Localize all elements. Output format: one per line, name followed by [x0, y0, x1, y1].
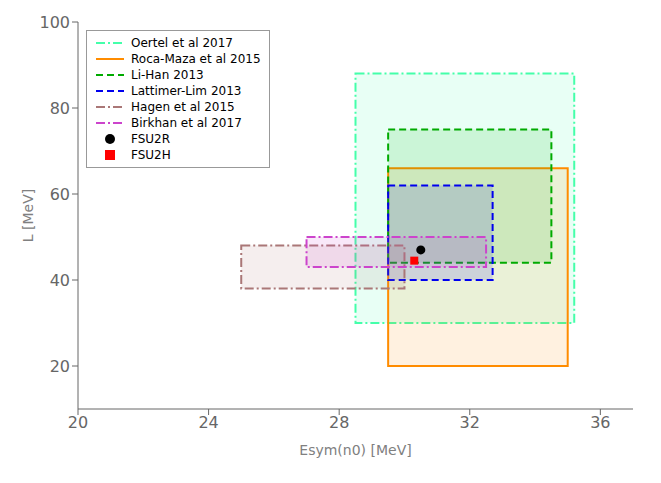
html-text:Hagen et al 2015: Hagen et al 2015	[131, 100, 235, 114]
html-text:Oertel et al 2017: Oertel et al 2017	[131, 36, 233, 50]
svg-text:100: 100	[39, 13, 70, 32]
html-text:Birkhan et al 2017: Birkhan et al 2017	[131, 116, 242, 130]
html-text:FSU2H: FSU2H	[131, 148, 171, 162]
svg-text:32: 32	[460, 413, 480, 432]
html-text:FSU2R: FSU2R	[131, 132, 171, 146]
svg-text:36: 36	[590, 413, 610, 432]
svg-text:Esym(n0) [MeV]: Esym(n0) [MeV]	[299, 442, 411, 458]
svg-text:20: 20	[50, 357, 70, 376]
svg-text:80: 80	[50, 99, 70, 118]
svg-text:60: 60	[50, 185, 70, 204]
svg-text:24: 24	[198, 413, 218, 432]
svg-text:28: 28	[329, 413, 349, 432]
svg-text:20: 20	[68, 413, 88, 432]
svg-text:L [MeV]: L [MeV]	[20, 189, 36, 242]
html-text:Li-Han 2013: Li-Han 2013	[131, 68, 204, 82]
svg-text:40: 40	[50, 271, 70, 290]
html-text:Roca-Maza et al 2015: Roca-Maza et al 2015	[131, 52, 261, 66]
html-text:Lattimer-Lim 2013: Lattimer-Lim 2013	[131, 84, 242, 98]
